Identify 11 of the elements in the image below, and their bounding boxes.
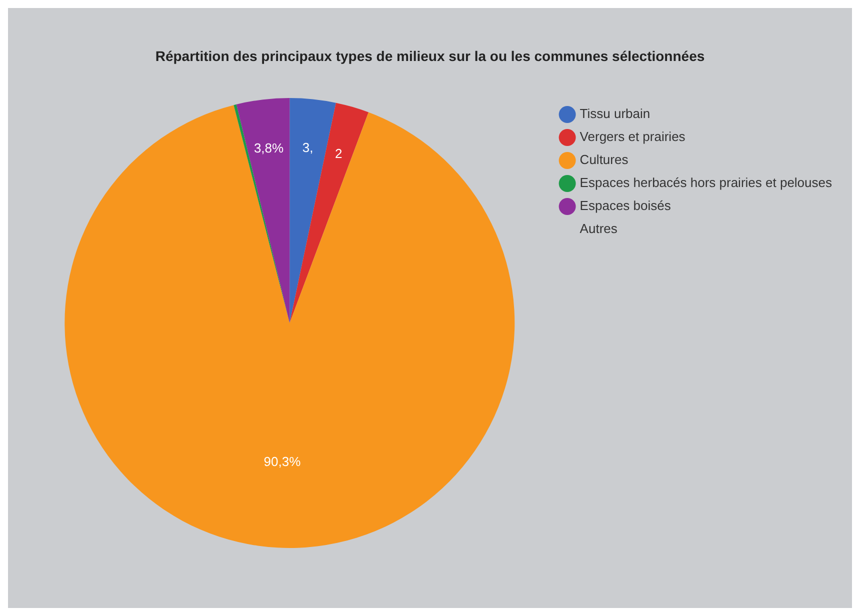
- data-label: 3,: [302, 140, 314, 156]
- category-label: Autres: [580, 221, 618, 236]
- legend-label: Cultures: [580, 152, 629, 168]
- data-label: 3,8%: [254, 140, 284, 156]
- legend-label: Tissu urbain: [580, 106, 650, 122]
- legend-label: Espaces boisés: [580, 198, 672, 214]
- data-label: 2: [335, 146, 342, 162]
- legend-label: Vergers et prairies: [580, 129, 686, 144]
- legend-label: Espaces herbacés hors prairies et pelouses: [580, 175, 832, 190]
- data-label: 90,3%: [264, 454, 302, 469]
- chart-title: Répartition des principaux types de milieux sur la ou les communes sélectionnées: [154, 47, 706, 66]
